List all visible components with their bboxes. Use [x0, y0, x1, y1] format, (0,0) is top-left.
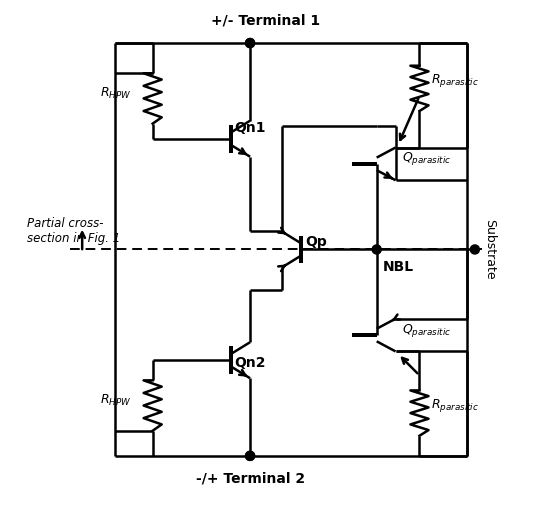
Text: Substrate: Substrate: [484, 219, 496, 280]
Circle shape: [246, 451, 254, 461]
Text: $R_{parasitic}$: $R_{parasitic}$: [431, 397, 479, 414]
Text: $R_{parasitic}$: $R_{parasitic}$: [431, 72, 479, 89]
Circle shape: [246, 39, 254, 47]
Text: NBL: NBL: [383, 260, 414, 274]
Circle shape: [246, 39, 254, 47]
Text: +/- Terminal 1: +/- Terminal 1: [211, 13, 321, 27]
Circle shape: [246, 451, 254, 461]
Text: $Q_{parasitic}$: $Q_{parasitic}$: [402, 150, 451, 167]
Text: $R_{HPW}$: $R_{HPW}$: [100, 86, 131, 101]
Text: Qp: Qp: [305, 235, 327, 249]
Text: $Q_{parasitic}$: $Q_{parasitic}$: [402, 322, 451, 338]
Text: Qn2: Qn2: [235, 356, 266, 370]
Text: -/+ Terminal 2: -/+ Terminal 2: [197, 471, 305, 486]
Circle shape: [372, 245, 381, 254]
Text: $R_{HPW}$: $R_{HPW}$: [100, 393, 131, 408]
Text: Partial cross-
section in Fig. 1: Partial cross- section in Fig. 1: [27, 217, 120, 245]
Circle shape: [470, 245, 479, 254]
Text: Qn1: Qn1: [235, 121, 266, 135]
